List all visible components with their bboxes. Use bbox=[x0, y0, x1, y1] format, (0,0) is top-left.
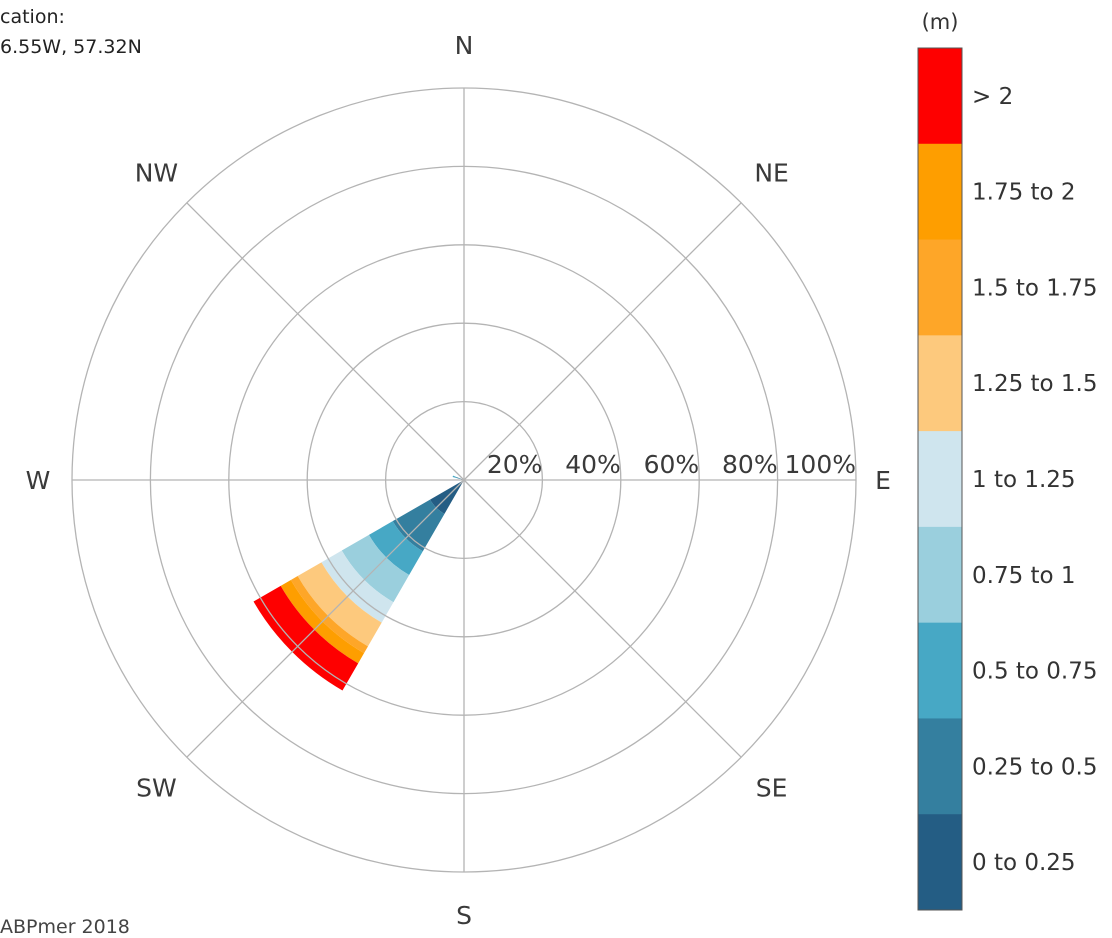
direction-label-s: S bbox=[456, 901, 472, 930]
grid-spoke-nw bbox=[186, 202, 465, 481]
legend-swatch bbox=[918, 48, 962, 145]
polar-grid bbox=[71, 87, 857, 873]
legend-label: 1.75 to 2 bbox=[972, 180, 1076, 206]
legend-swatch bbox=[918, 143, 962, 241]
legend-swatch bbox=[918, 335, 962, 432]
legend-label: 0.25 to 0.5 bbox=[972, 754, 1098, 780]
direction-label-se: SE bbox=[756, 774, 788, 803]
legend-label: 1 to 1.25 bbox=[972, 467, 1076, 493]
location-label: cation: bbox=[0, 6, 65, 28]
direction-labels: N NE E SE S SW W NW bbox=[26, 31, 891, 930]
grid-spoke-se bbox=[463, 479, 742, 758]
footer-credit: ABPmer 2018 bbox=[0, 916, 130, 938]
legend-swatch bbox=[918, 431, 962, 528]
direction-label-w: W bbox=[26, 466, 51, 495]
sector-sw-bin-6 bbox=[290, 576, 368, 654]
legend-label: 0.5 to 0.75 bbox=[972, 659, 1098, 685]
legend-label: 0.75 to 1 bbox=[972, 563, 1076, 589]
legend-swatch bbox=[918, 526, 962, 624]
radial-tick-labels: 20% 40% 60% 80% 100% bbox=[487, 450, 856, 479]
legend-swatch bbox=[918, 814, 962, 911]
legend-label: 0 to 0.25 bbox=[972, 850, 1076, 876]
legend-label: 1.5 to 1.75 bbox=[972, 275, 1098, 301]
direction-label-n: N bbox=[455, 31, 474, 60]
radial-tick-label: 60% bbox=[644, 450, 700, 479]
legend-border bbox=[917, 47, 963, 911]
direction-label-ne: NE bbox=[754, 158, 789, 187]
legend-swatch bbox=[918, 239, 962, 336]
radial-tick-label: 20% bbox=[487, 450, 543, 479]
grid-spoke-sw bbox=[186, 479, 465, 758]
legend-swatch bbox=[918, 718, 962, 815]
radial-tick-label: 80% bbox=[722, 450, 778, 479]
sector-wnw-bin-1 bbox=[456, 477, 461, 479]
sector-wnw-bin-2 bbox=[452, 475, 457, 478]
radial-tick-label: 40% bbox=[565, 450, 621, 479]
legend-unit-label: (m) bbox=[922, 10, 959, 34]
location-coordinates: 6.55W, 57.32N bbox=[0, 36, 142, 58]
radial-tick-label: 100% bbox=[785, 450, 856, 479]
legend-label: 1.25 to 1.5 bbox=[972, 371, 1098, 397]
legend-swatch bbox=[918, 622, 962, 719]
direction-label-sw: SW bbox=[136, 774, 177, 803]
direction-label-nw: NW bbox=[135, 158, 178, 187]
grid-spoke-ne bbox=[463, 202, 742, 481]
legend: (m) > 2 1.75 to 2 1.5 to 1.75 1.25 to 1.5 1 t… bbox=[917, 10, 1098, 911]
legend-label: > 2 bbox=[972, 84, 1013, 110]
location-info: cation: 6.55W, 57.32N bbox=[0, 2, 142, 62]
direction-label-e: E bbox=[875, 466, 891, 495]
